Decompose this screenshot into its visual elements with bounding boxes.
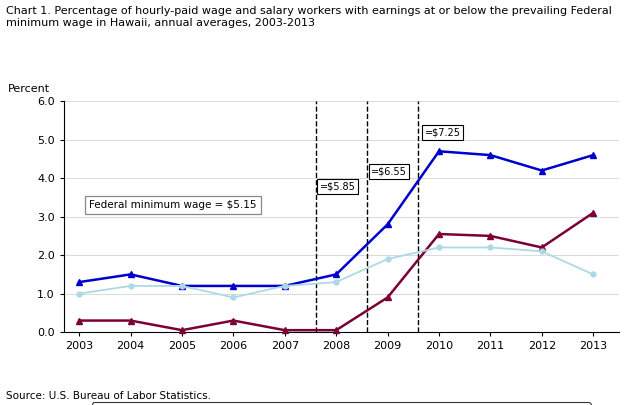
At minimum wage xyxy=(230,318,237,323)
At minimum wage xyxy=(487,233,494,238)
At or below minimum wage xyxy=(127,272,135,277)
Text: Percent: Percent xyxy=(8,84,50,94)
At minimum wage xyxy=(178,328,186,333)
At or below minimum wage xyxy=(281,284,288,288)
Below minimum wage xyxy=(332,279,340,284)
Line: At minimum wage: At minimum wage xyxy=(76,209,597,334)
At or below minimum wage xyxy=(487,153,494,158)
Text: Federal minimum wage = $5.15: Federal minimum wage = $5.15 xyxy=(89,200,257,210)
At or below minimum wage xyxy=(538,168,545,173)
Line: Below minimum wage: Below minimum wage xyxy=(77,245,596,300)
At or below minimum wage xyxy=(384,222,392,227)
At minimum wage xyxy=(332,328,340,333)
Below minimum wage xyxy=(75,291,83,296)
Below minimum wage xyxy=(127,284,135,288)
At or below minimum wage xyxy=(590,153,597,158)
Text: minimum wage in Hawaii, annual averages, 2003-2013: minimum wage in Hawaii, annual averages,… xyxy=(6,18,315,28)
Text: =$7.25: =$7.25 xyxy=(425,128,461,138)
At minimum wage xyxy=(281,328,288,333)
At minimum wage xyxy=(384,295,392,300)
At minimum wage xyxy=(538,245,545,250)
At minimum wage xyxy=(127,318,135,323)
Legend: At or below minimum wage, At minimum wage, Below minimum wage: At or below minimum wage, At minimum wag… xyxy=(92,402,591,405)
Below minimum wage xyxy=(281,284,288,288)
Line: At or below minimum wage: At or below minimum wage xyxy=(76,148,597,290)
Below minimum wage xyxy=(538,249,545,254)
Text: Source: U.S. Bureau of Labor Statistics.: Source: U.S. Bureau of Labor Statistics. xyxy=(6,391,211,401)
Below minimum wage xyxy=(435,245,443,250)
At or below minimum wage xyxy=(332,272,340,277)
Below minimum wage xyxy=(178,284,186,288)
Text: =$5.85: =$5.85 xyxy=(320,182,355,192)
At minimum wage xyxy=(435,232,443,237)
Below minimum wage xyxy=(590,272,597,277)
Below minimum wage xyxy=(384,257,392,262)
At minimum wage xyxy=(590,211,597,215)
At or below minimum wage xyxy=(435,149,443,153)
Text: Chart 1. Percentage of hourly-paid wage and salary workers with earnings at or b: Chart 1. Percentage of hourly-paid wage … xyxy=(6,6,612,16)
At or below minimum wage xyxy=(75,279,83,284)
Text: =$6.55: =$6.55 xyxy=(371,166,407,176)
Below minimum wage xyxy=(487,245,494,250)
At or below minimum wage xyxy=(230,284,237,288)
At minimum wage xyxy=(75,318,83,323)
At or below minimum wage xyxy=(178,284,186,288)
Below minimum wage xyxy=(230,295,237,300)
